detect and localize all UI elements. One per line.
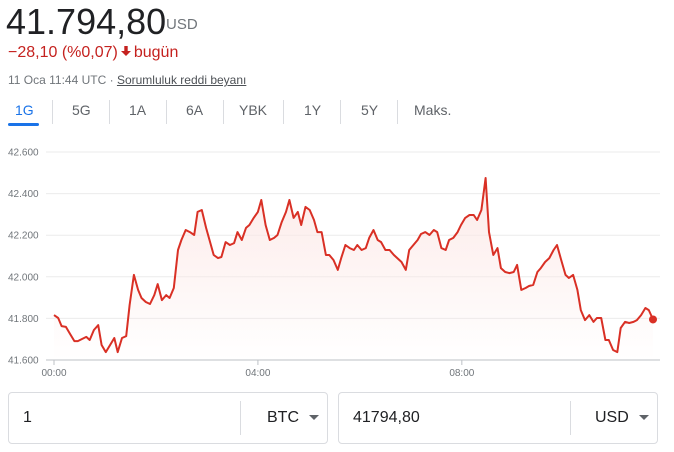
to-currency[interactable]: USD (595, 409, 629, 426)
tab[interactable]: 6A (186, 102, 204, 118)
y-tick-label: 41.800 (8, 314, 39, 325)
line (53, 177, 654, 354)
price: 41.794,80 (6, 1, 167, 42)
y-tick-label: 42.400 (8, 189, 39, 200)
end-dot (649, 315, 657, 324)
meta: 11 Oca 11:44 UTC · Sorumluluk reddi beya… (8, 73, 246, 87)
change: −28,10 (%0,07) bugün (8, 44, 178, 62)
x-tick-label: 04:00 (245, 368, 270, 379)
area (54, 178, 653, 360)
from-amount[interactable]: 1 (23, 409, 32, 426)
to-amount[interactable]: 41794,80 (353, 409, 420, 426)
timestamp: 11 Oca 11:44 UTC · (8, 73, 117, 87)
x-tick-label: 00:00 (41, 368, 66, 379)
y-tick-label: 42.200 (8, 231, 39, 242)
from-box[interactable]: 1 BTC (8, 392, 328, 444)
divider (570, 401, 571, 435)
to-box[interactable]: 41794,80 USD (338, 392, 658, 444)
down-arrow (120, 46, 131, 56)
tab[interactable]: YBK (239, 102, 268, 118)
currency: USD (166, 16, 198, 33)
tab-separator (109, 100, 110, 124)
tab-separator (397, 100, 398, 124)
y-tick-label: 42.000 (8, 272, 39, 283)
tab[interactable]: 5G (72, 102, 91, 118)
chart: 41.600 41.800 42.000 42.200 42.400 42.600 00:0… (8, 148, 660, 379)
tab-separator (52, 100, 53, 124)
tab-underline (8, 123, 39, 126)
change-value: −28,10 (%0,07) (8, 44, 118, 61)
y-tick-label: 42.600 (8, 148, 39, 159)
tab[interactable]: 5Y (361, 102, 379, 118)
tab-separator (166, 100, 167, 124)
tab-separator (340, 100, 341, 124)
tab[interactable]: 1Y (304, 102, 322, 118)
period: bugün (133, 44, 179, 61)
tab[interactable]: Maks. (414, 102, 452, 118)
tab-separator (283, 100, 284, 124)
disclaimer[interactable]: Sorumluluk reddi beyanı (116, 73, 247, 87)
divider (240, 401, 241, 435)
x-tick-label: 08:00 (449, 368, 474, 379)
tab-separator (223, 100, 224, 124)
dropdown-arrow[interactable] (639, 415, 649, 421)
dropdown-arrow[interactable] (309, 415, 319, 421)
from-currency[interactable]: BTC (267, 409, 299, 426)
y-tick-label: 41.600 (8, 356, 39, 367)
tab[interactable]: 1A (129, 102, 147, 118)
tab[interactable]: 1G (15, 102, 34, 118)
